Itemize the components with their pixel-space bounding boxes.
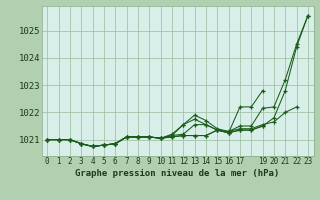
- X-axis label: Graphe pression niveau de la mer (hPa): Graphe pression niveau de la mer (hPa): [76, 169, 280, 178]
